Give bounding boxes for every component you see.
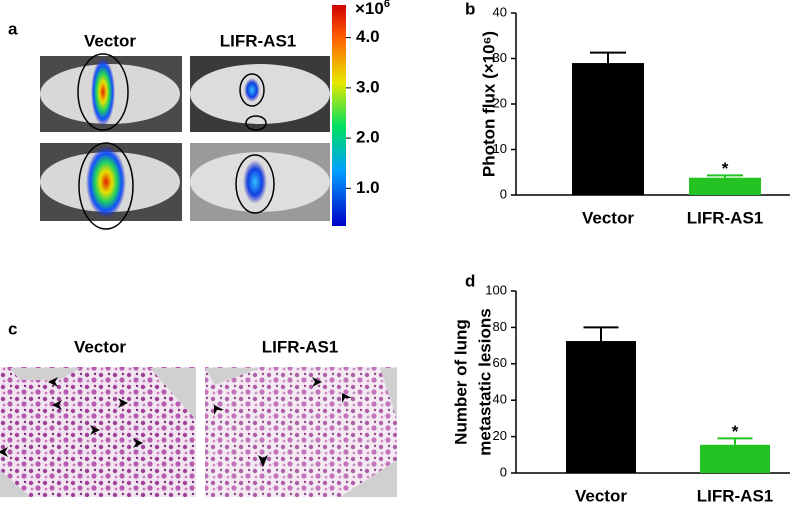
x-tick-label: LIFR-AS1 [687,208,764,227]
y-tick-label: 10 [493,141,507,156]
bar [572,63,644,195]
y-tick-label: 40 [493,4,507,19]
column-label: Vector [74,337,126,356]
colorbar-tick-label: 1.0 [356,178,380,197]
y-tick-label: 0 [500,464,507,479]
x-tick-label: LIFR-AS1 [697,486,774,505]
panel-label: a [8,19,18,38]
colorbar-title: ×106 [355,0,390,18]
colorbar-tick-label: 4.0 [356,27,380,46]
y-tick-label: 20 [493,428,507,443]
panel-label: b [465,0,475,18]
y-tick-label: 0 [500,186,507,201]
x-tick-label: Vector [582,208,634,227]
colorbar-title-sup: 6 [384,0,390,10]
bar [566,341,636,473]
y-tick-label: 100 [485,282,507,297]
column-label: LIFR-AS1 [262,337,339,356]
annotation: * [732,422,739,441]
y-tick-label: 40 [493,392,507,407]
y-tick-label: 30 [493,50,507,65]
x-tick-label: Vector [575,486,627,505]
panel-c-images [0,367,397,497]
y-tick-label: 20 [493,95,507,110]
colorbar-tick-label: 3.0 [356,77,380,96]
y-tick-label: 80 [493,319,507,334]
column-label: Vector [84,31,136,50]
y-axis-label: metastatic lesions [475,308,494,455]
annotation: * [722,159,729,178]
y-axis-label: Number of lung [451,319,470,445]
bar [700,444,770,473]
colorbar-tick-label: 2.0 [356,128,380,147]
bar [689,177,761,195]
y-tick-label: 60 [493,355,507,370]
panel-a-images [40,5,346,230]
colorbar-title-base: ×10 [355,0,384,18]
panel-label: c [8,319,17,338]
column-label: LIFR-AS1 [220,31,297,50]
y-axis-label: Photon flux (×10⁶) [479,31,498,177]
panel-label: d [465,271,475,290]
